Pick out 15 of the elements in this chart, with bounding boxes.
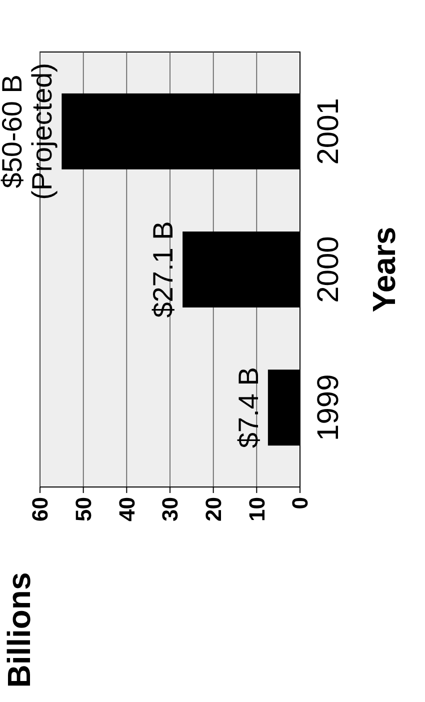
- text: Billions: [1, 572, 37, 688]
- y-axis-title: Years: [366, 226, 402, 312]
- y-tick-label: 2001: [312, 98, 345, 165]
- x-tick-label: 30: [158, 497, 183, 522]
- x-tick-label: 0: [288, 497, 313, 510]
- x-tick-label: 60: [28, 497, 53, 522]
- data-label: $27.1 B: [148, 221, 179, 318]
- x-tick-label: 50: [71, 497, 96, 522]
- data-label: $50-60 B (Projected): [0, 62, 58, 200]
- y-tick-label: 2000: [312, 236, 345, 303]
- x-tick-label: 40: [114, 497, 140, 522]
- x-tick-label: 10: [244, 497, 270, 522]
- y-tick-label: 1999: [312, 374, 345, 441]
- x-tick-label: 20: [201, 497, 226, 522]
- data-label: $7.4 B: [232, 367, 264, 448]
